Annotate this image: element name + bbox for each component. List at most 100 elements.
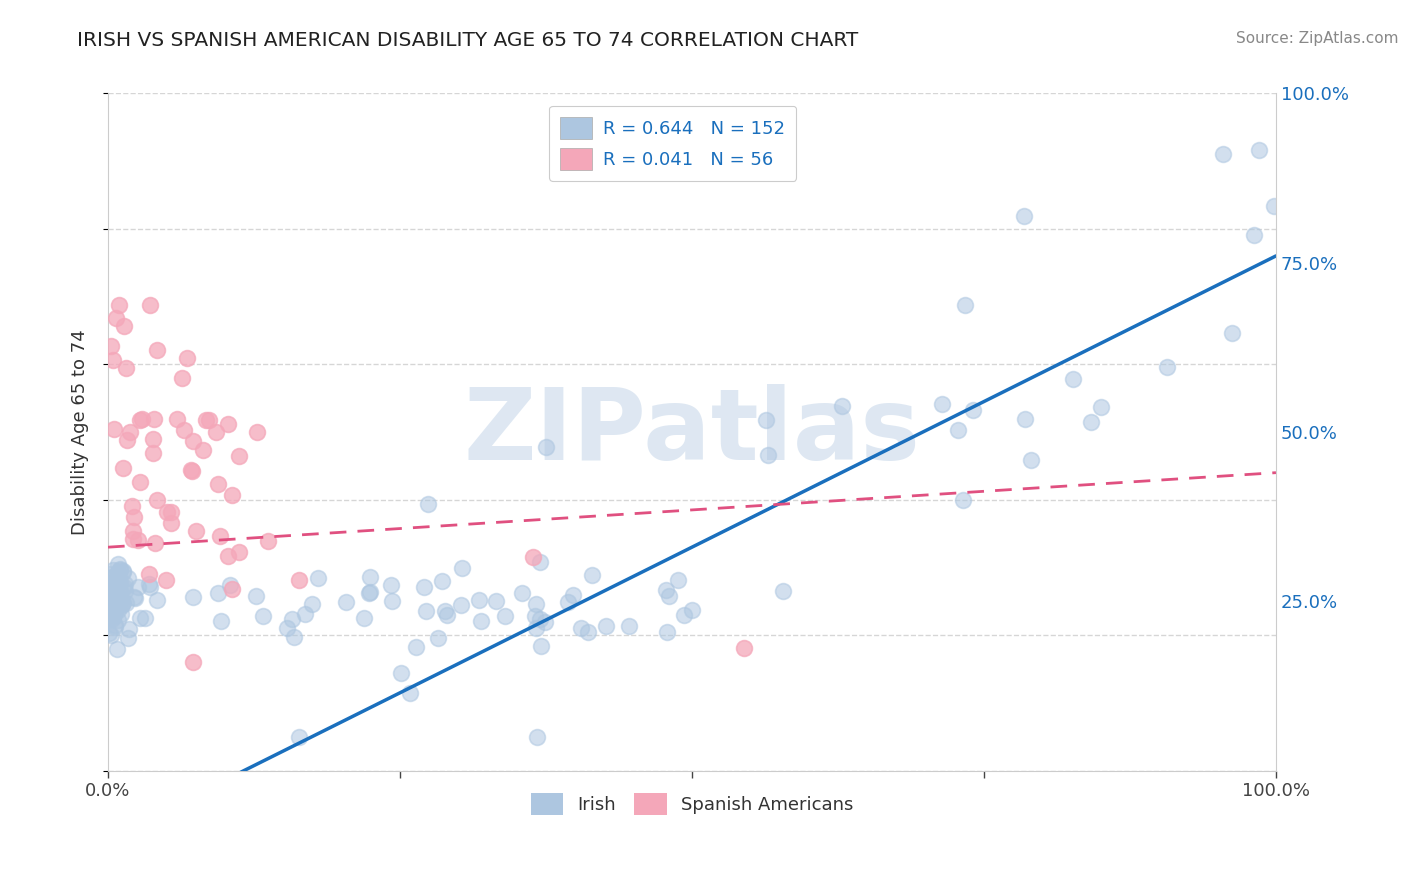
Point — [128, 610, 150, 624]
Point — [1090, 401, 1112, 415]
Point — [108, 575, 131, 590]
Point — [197, 413, 219, 427]
Point — [100, 591, 122, 605]
Point — [110, 599, 132, 614]
Point — [117, 631, 139, 645]
Point — [1263, 199, 1285, 213]
Text: Source: ZipAtlas.com: Source: ZipAtlas.com — [1236, 31, 1399, 46]
Point — [105, 590, 128, 604]
Point — [534, 440, 557, 454]
Point — [103, 595, 125, 609]
Point — [111, 564, 134, 578]
Point — [181, 464, 204, 478]
Point — [100, 603, 122, 617]
Point — [115, 596, 138, 610]
Point — [117, 571, 139, 585]
Point — [104, 599, 127, 614]
Point — [104, 617, 127, 632]
Point — [430, 574, 453, 588]
Point — [107, 603, 129, 617]
Point — [1014, 412, 1036, 426]
Point — [105, 599, 128, 613]
Point — [557, 594, 579, 608]
Point — [103, 599, 125, 613]
Point — [103, 608, 125, 623]
Point — [131, 411, 153, 425]
Point — [524, 621, 547, 635]
Point — [112, 565, 135, 579]
Point — [252, 609, 274, 624]
Point — [1080, 415, 1102, 429]
Point — [139, 580, 162, 594]
Point — [381, 594, 404, 608]
Point — [105, 641, 128, 656]
Point — [128, 413, 150, 427]
Point — [359, 585, 381, 599]
Point — [772, 583, 794, 598]
Point — [143, 535, 166, 549]
Point — [98, 601, 121, 615]
Point — [256, 533, 278, 548]
Point — [470, 614, 492, 628]
Point — [159, 505, 181, 519]
Point — [276, 621, 298, 635]
Point — [101, 608, 124, 623]
Point — [494, 609, 516, 624]
Point — [359, 585, 381, 599]
Point — [107, 298, 129, 312]
Point — [962, 402, 984, 417]
Point — [146, 593, 169, 607]
Point — [108, 582, 131, 596]
Point — [98, 599, 121, 614]
Point — [562, 588, 585, 602]
Point — [176, 351, 198, 366]
Point — [209, 614, 232, 628]
Point — [755, 413, 778, 427]
Point — [100, 628, 122, 642]
Point — [217, 549, 239, 564]
Point — [335, 595, 357, 609]
Point — [218, 577, 240, 591]
Point — [104, 310, 127, 325]
Point — [110, 561, 132, 575]
Point — [100, 603, 122, 617]
Point — [103, 575, 125, 590]
Point — [127, 581, 149, 595]
Point — [101, 582, 124, 597]
Point — [307, 571, 329, 585]
Point — [399, 686, 422, 700]
Point — [142, 445, 165, 459]
Point — [294, 607, 316, 621]
Point — [434, 604, 457, 618]
Point — [138, 566, 160, 581]
Point — [104, 580, 127, 594]
Point — [207, 585, 229, 599]
Point — [524, 597, 547, 611]
Point — [107, 575, 129, 590]
Point — [353, 611, 375, 625]
Point — [450, 598, 472, 612]
Point — [569, 621, 592, 635]
Point — [1021, 453, 1043, 467]
Legend: Irish, Spanish Americans: Irish, Spanish Americans — [523, 786, 860, 822]
Point — [181, 434, 204, 448]
Point — [287, 730, 309, 744]
Point — [654, 582, 676, 597]
Point — [380, 577, 402, 591]
Point — [107, 613, 129, 627]
Point — [221, 488, 243, 502]
Point — [181, 590, 204, 604]
Point — [111, 460, 134, 475]
Point — [166, 412, 188, 426]
Point — [97, 596, 120, 610]
Point — [121, 532, 143, 546]
Point — [97, 567, 120, 582]
Point — [205, 425, 228, 439]
Point — [733, 640, 755, 655]
Point — [415, 604, 437, 618]
Point — [98, 575, 121, 590]
Point — [110, 597, 132, 611]
Point — [405, 640, 427, 655]
Point — [658, 589, 681, 603]
Point — [427, 631, 450, 645]
